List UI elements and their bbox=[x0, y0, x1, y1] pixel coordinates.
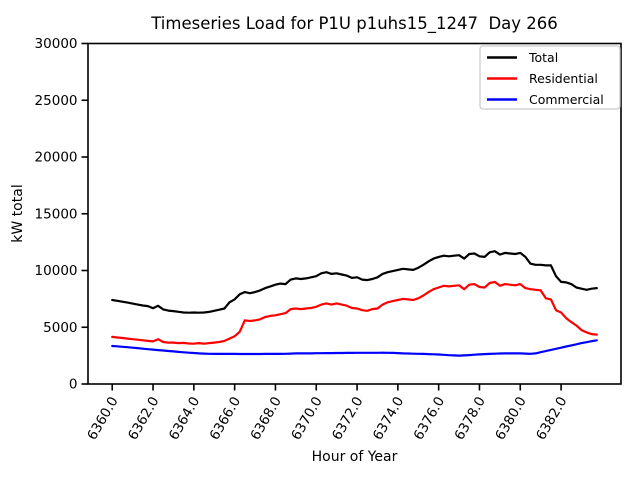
legend-item-commercial: Commercial bbox=[487, 92, 604, 107]
x-tick-label: 6364.0 bbox=[166, 394, 203, 443]
series-lines bbox=[111, 250, 598, 357]
x-tick-label: 6374.0 bbox=[370, 394, 407, 443]
x-tick-label: 6372.0 bbox=[329, 394, 366, 443]
x-axis-ticks: 6360.0 6362.0 6364.0 6366.0 6368.0 6370.0 6372… bbox=[84, 384, 571, 443]
legend: Total Residential Commercial bbox=[479, 45, 621, 110]
x-tick-label: 6370.0 bbox=[288, 394, 325, 443]
y-tick-label: 15000 bbox=[35, 206, 78, 222]
x-tick-label: 6362.0 bbox=[125, 394, 162, 443]
x-axis-label: Hour of Year bbox=[312, 449, 398, 465]
x-tick-label: 6376.0 bbox=[411, 394, 448, 443]
series-line-total bbox=[111, 250, 598, 314]
legend-label-total: Total bbox=[528, 50, 558, 65]
x-tick-label: 6368.0 bbox=[247, 394, 284, 443]
y-tick-label: 20000 bbox=[35, 150, 78, 166]
y-tick-label: 10000 bbox=[35, 263, 78, 279]
y-tick-label: 5000 bbox=[43, 320, 77, 336]
legend-item-total: Total bbox=[487, 50, 558, 65]
y-axis-ticks: 0 5000 10000 15000 20000 25000 30000 bbox=[35, 36, 88, 393]
y-tick-label: 30000 bbox=[35, 36, 78, 52]
x-tick-label: 6380.0 bbox=[492, 394, 529, 443]
x-tick-label: 6382.0 bbox=[533, 394, 570, 443]
y-tick-label: 25000 bbox=[35, 93, 78, 109]
legend-label-residential: Residential bbox=[529, 71, 598, 86]
y-axis-label: kW total bbox=[10, 184, 26, 242]
series-line-commercial bbox=[111, 339, 598, 357]
legend-item-residential: Residential bbox=[487, 71, 598, 86]
x-tick-label: 6360.0 bbox=[84, 394, 121, 443]
plot-area-border bbox=[87, 42, 622, 385]
legend-label-commercial: Commercial bbox=[529, 92, 604, 107]
legend-box bbox=[479, 45, 621, 110]
x-tick-label: 6366.0 bbox=[207, 394, 244, 443]
chart-title: Timeseries Load for P1U p1uhs15_1247 Day… bbox=[150, 14, 558, 34]
x-tick-label: 6378.0 bbox=[451, 394, 488, 443]
y-tick-label: 0 bbox=[69, 377, 78, 393]
series-line-residential bbox=[111, 280, 598, 345]
